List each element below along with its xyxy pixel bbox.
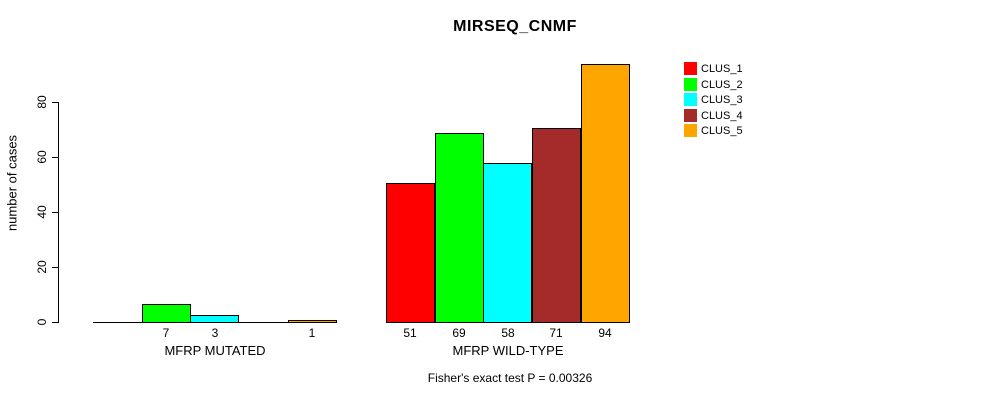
y-axis-label: number of cases	[4, 134, 20, 232]
chart-title: MIRSEQ_CNMF	[453, 18, 577, 35]
legend-swatch-icon	[684, 93, 697, 106]
x-group-label: MFRP MUTATED	[164, 343, 266, 358]
legend-swatch-icon	[684, 108, 697, 122]
legend-swatch-icon	[684, 77, 697, 91]
bar-value-label: 69	[452, 326, 466, 340]
y-tick-mark	[52, 157, 58, 158]
x-group-label: MFRP WILD-TYPE	[452, 343, 564, 358]
y-axis-line	[58, 102, 59, 323]
bar-clus_1-wild-type	[386, 183, 435, 323]
legend-label: CLUS_3	[701, 94, 743, 106]
footnote-text: Fisher's exact test P = 0.00326	[427, 371, 593, 385]
legend-label: CLUS_5	[701, 125, 743, 137]
bar-clus_2-mutated	[142, 304, 191, 323]
bar-value-label: 58	[501, 326, 515, 340]
y-tick-label: 80	[35, 95, 49, 109]
legend-label: CLUS_4	[701, 109, 743, 122]
bar-clus_2-wild-type	[435, 133, 484, 323]
legend-swatch-icon	[684, 62, 697, 75]
legend-swatch-icon	[684, 124, 697, 137]
y-tick-mark	[52, 102, 58, 103]
bar-clus_5-mutated	[288, 320, 337, 323]
y-tick-label: 20	[35, 260, 49, 274]
bar-clus_5-wild-type	[581, 64, 630, 323]
y-tick-mark	[52, 322, 58, 323]
bar-value-label: 7	[162, 326, 170, 340]
bar-value-label: 1	[308, 326, 316, 340]
bar-clus_3-wild-type	[483, 163, 532, 323]
y-tick-mark	[52, 267, 58, 268]
y-tick-label: 40	[35, 205, 49, 219]
bar-value-label: 94	[598, 326, 612, 340]
bar-value-label: 51	[403, 326, 417, 340]
bar-clus_3-mutated	[190, 315, 239, 323]
y-tick-label: 60	[35, 150, 49, 164]
legend-label: CLUS_2	[701, 78, 743, 91]
bar-value-label: 71	[549, 326, 563, 340]
y-tick-label: 0	[35, 318, 49, 326]
legend-label: CLUS_1	[701, 63, 743, 75]
bar-clus_4-wild-type	[532, 128, 581, 323]
bar-value-label: 3	[211, 326, 219, 340]
y-tick-mark	[52, 212, 58, 213]
